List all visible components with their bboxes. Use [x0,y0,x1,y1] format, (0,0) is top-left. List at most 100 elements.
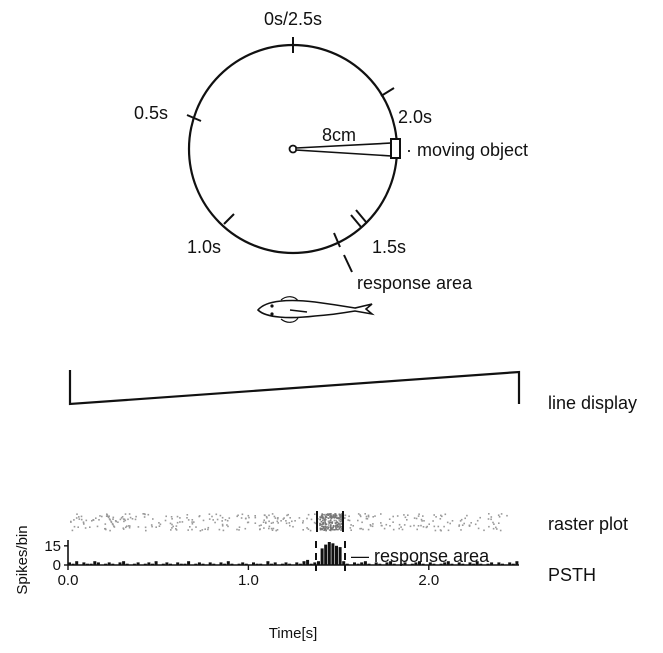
raster-spike [122,528,125,530]
psth-axes: 0.0 1.0 2.0 0 15 [44,538,439,589]
raster-spike [336,516,338,519]
raster-spike [495,526,497,529]
psth-bar [457,562,461,565]
raster-spike [172,525,174,528]
fish-eye-left [270,304,274,308]
raster-spike [126,525,128,527]
raster-spike [492,527,495,530]
raster-spike [329,526,332,528]
raster-spike [70,520,72,523]
raster-spike [285,520,287,522]
fish-lateral-line [289,309,308,313]
raster-spike [254,522,257,524]
raster-spike [409,525,412,528]
raster-spike [413,517,416,519]
raster-spike [313,521,316,524]
raster-spike [330,514,332,517]
raster-spike [258,524,261,527]
psth-bar [241,562,245,565]
raster-spike [73,519,75,521]
raster-spike [310,518,313,521]
raster-spike [415,517,418,520]
raster-spike [498,516,501,518]
raster-spike [347,519,349,521]
raster-spike [425,526,428,529]
raster-spike [151,525,153,528]
psth-bar [165,562,169,565]
raster-spike [122,518,125,520]
raster-spike [439,529,442,531]
raster-spike [492,521,494,524]
raster-spike [506,514,508,517]
raster-spike [227,525,229,528]
raster-spike [444,513,447,516]
raster-spike [321,525,323,528]
raster-spike [388,518,391,520]
raster-spike [143,516,146,518]
psth-bar [302,561,306,565]
raster-spike [360,527,363,530]
raster-spike [271,513,274,515]
raster-spike [324,523,327,526]
psth-bar [197,562,201,565]
raster-spike [254,516,257,519]
raster-spike [338,528,341,530]
raster-spike [320,514,323,517]
raster-spike [108,515,110,517]
raster-spike [422,515,424,517]
raster-spike [403,524,406,526]
raster-spike [322,521,324,524]
psth-bar [284,562,288,565]
line-display-trace [68,370,521,406]
raster-spike [364,513,366,515]
raster-spike [92,519,94,521]
raster-spike [357,519,359,522]
raster-spike [145,529,147,532]
raster-spike [191,523,194,525]
raster-spike [113,526,116,528]
raster-spike [222,529,225,532]
raster-spike [128,525,130,527]
raster-spike [340,529,342,531]
raster-spike [142,513,144,515]
raster-spike [187,519,190,521]
raster-spike [104,523,107,525]
raster-spike [128,526,131,529]
raster-spike [330,528,332,530]
raster-spike [340,520,343,522]
raster-spike [483,529,485,532]
raster-spike [271,529,274,531]
raster-spike [85,519,88,522]
raster-spike [73,525,76,528]
raster-spike [329,516,332,519]
psth-bar [497,562,501,565]
psth-bar [147,562,151,565]
raster-spike [143,513,146,515]
raster-spike [332,526,335,528]
raster-spike [307,528,310,530]
raster-spike [276,520,279,523]
raster-spike [216,518,219,521]
fish-fin-bottom [280,317,299,323]
psth-bar [122,561,126,565]
raster-spike [328,522,330,524]
psth-bar [154,561,158,565]
raster-spike [263,527,265,529]
raster-spike [325,529,327,532]
psth-bar [360,562,364,565]
raster-spike [420,518,423,521]
raster-spike [171,518,173,520]
raster-spike [121,516,124,518]
raster-spike [359,515,362,518]
raster-spike [240,517,243,519]
raster-spike [164,519,167,522]
raster-spike [332,516,334,518]
raster-spike [199,530,202,532]
fish-fin-top [280,296,299,302]
raster-spike [327,527,329,529]
raster-spike [302,520,304,522]
raster-spike [392,521,394,523]
raster-spike [169,522,172,525]
raster-spike [488,525,490,528]
psth-bar [208,562,212,565]
